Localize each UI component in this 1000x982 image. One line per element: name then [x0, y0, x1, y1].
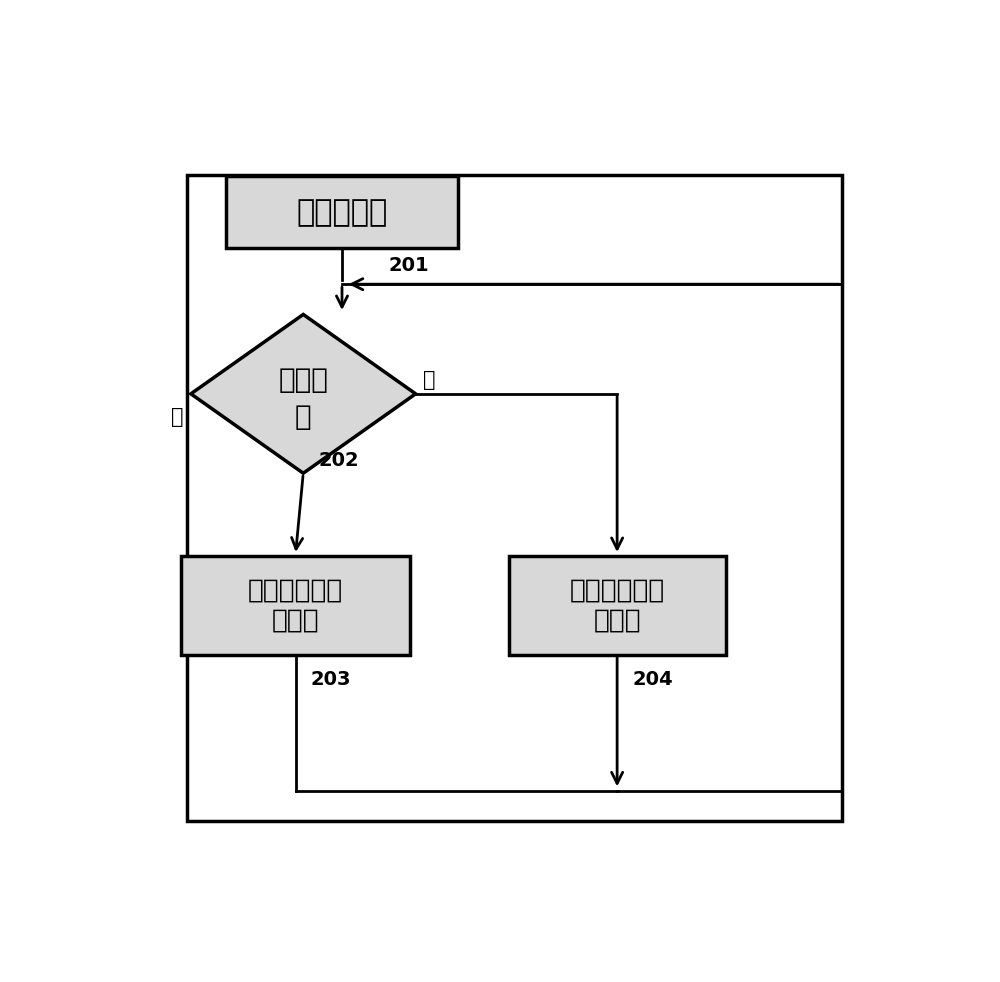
- Text: 202: 202: [319, 451, 359, 469]
- Text: 况: 况: [295, 403, 312, 430]
- Bar: [187, 175, 842, 821]
- Polygon shape: [191, 314, 416, 473]
- Bar: [509, 557, 726, 655]
- Text: 203: 203: [311, 670, 352, 688]
- Text: 201: 201: [388, 255, 429, 275]
- Text: 供冷量的计量
子程序: 供冷量的计量 子程序: [248, 577, 343, 633]
- Text: 204: 204: [633, 670, 673, 688]
- Bar: [226, 177, 458, 248]
- Text: 系统初始化: 系统初始化: [296, 197, 388, 227]
- Text: 否: 否: [423, 370, 436, 390]
- Text: 供冷工: 供冷工: [278, 366, 328, 394]
- Text: 是: 是: [171, 407, 183, 426]
- Bar: [181, 557, 410, 655]
- Text: 供热量的计量
子程序: 供热量的计量 子程序: [570, 577, 665, 633]
